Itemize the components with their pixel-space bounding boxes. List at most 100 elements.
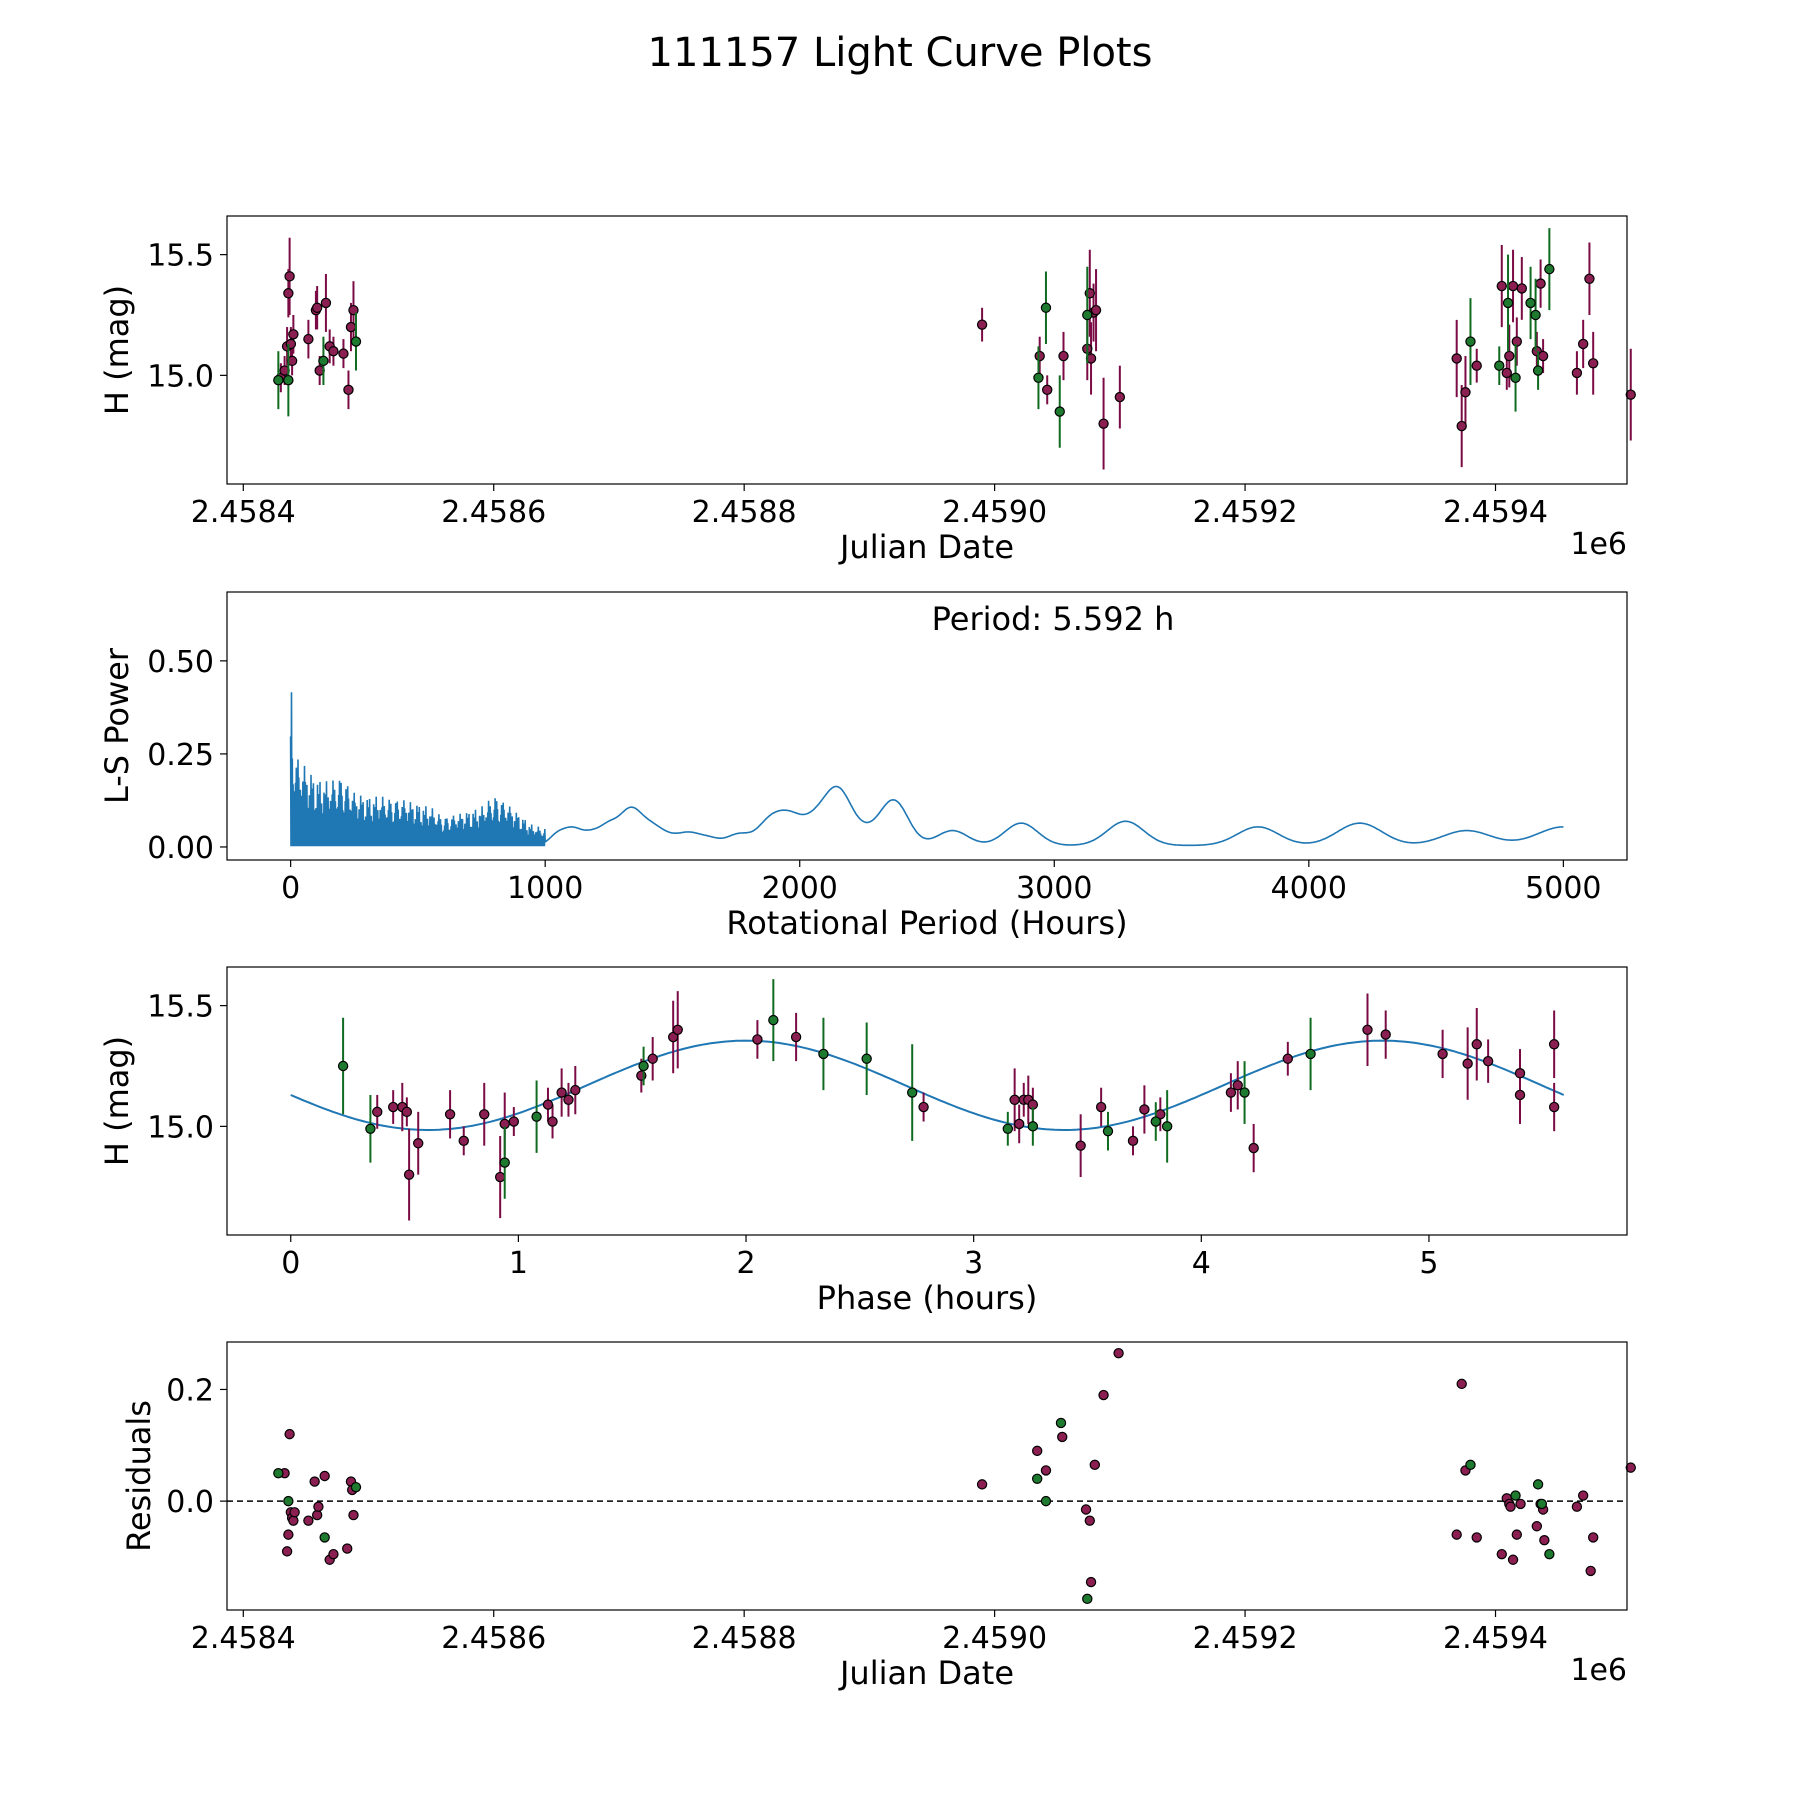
x-tick-label: 5000: [1525, 871, 1601, 906]
periodogram-axes: 0 1000 2000 3000 4000 5000 0.00 0.25 0.50: [147, 645, 1601, 906]
data-point: [1102, 1125, 1114, 1137]
data-point: [1536, 1498, 1548, 1510]
y-tick-label: 0.00: [147, 831, 214, 866]
data-point: [1462, 1058, 1473, 1069]
periodogram-plot-area: [289, 692, 1564, 847]
data-point: [647, 1053, 658, 1064]
data-point: [1502, 297, 1514, 309]
data-point: [1380, 1029, 1391, 1040]
data-point: [1437, 1048, 1448, 1060]
data-point: [499, 1157, 510, 1168]
data-point: [1305, 1048, 1316, 1060]
data-point: [1027, 1121, 1039, 1132]
period-annotation: Period: 5.592 h: [932, 600, 1175, 638]
data-point: [1494, 360, 1505, 371]
y-tick-label: 15.0: [147, 359, 214, 394]
data-point: [1456, 1378, 1467, 1390]
data-point: [288, 1515, 299, 1526]
phase-panel: 0 1 2 3 4 5 15.0 15.5 Phase (hours) H (mag): [98, 966, 1628, 1317]
x-tick-label: 2.4588: [692, 495, 797, 530]
data-point: [1040, 1495, 1052, 1507]
data-point: [1587, 358, 1599, 369]
data-point: [413, 1138, 424, 1149]
phase-xlabel: Phase (hours): [817, 1279, 1038, 1317]
data-point: [1034, 350, 1045, 362]
data-point: [403, 1169, 415, 1180]
data-point: [790, 1031, 802, 1043]
data-point: [1510, 1490, 1521, 1501]
x-tick-label: 2.4584: [191, 495, 296, 530]
data-point: [494, 1171, 506, 1183]
data-point: [1548, 1039, 1560, 1050]
x-tick-label: 2.4590: [942, 1621, 1047, 1656]
x-tick-label: 3: [964, 1246, 983, 1281]
data-point: [1501, 367, 1512, 379]
data-point: [542, 1099, 554, 1110]
data-point: [907, 1087, 918, 1098]
data-point: [1537, 350, 1549, 362]
data-point: [458, 1135, 469, 1147]
x-tick-label: 2.4592: [1193, 1621, 1298, 1656]
data-point: [444, 1109, 456, 1120]
data-point: [1075, 1140, 1086, 1151]
data-point: [1057, 1431, 1068, 1443]
data-point: [1548, 1101, 1560, 1113]
data-point: [976, 319, 988, 330]
data-point: [1127, 1135, 1139, 1147]
x-tick-label: 2.4590: [942, 495, 1047, 530]
x-tick-label: 2.4594: [1443, 1621, 1548, 1656]
data-point: [1535, 278, 1546, 289]
data-point: [667, 1031, 679, 1043]
data-point: [547, 1116, 558, 1127]
data-point: [337, 1060, 349, 1072]
x-tick-label: 1000: [507, 871, 583, 906]
data-point: [1511, 336, 1523, 347]
data-point: [328, 1548, 339, 1560]
data-point: [1451, 353, 1462, 364]
data-point: [1161, 1121, 1173, 1132]
data-point: [1042, 384, 1053, 396]
y-tick-label: 0.25: [147, 738, 214, 773]
x-tick-label: 2.4584: [191, 1621, 296, 1656]
data-point: [1239, 1087, 1250, 1098]
x-tick-label: 2.4588: [692, 1621, 797, 1656]
data-point: [1577, 1490, 1589, 1501]
residuals-panel: 2.4584 2.4586 2.4588 2.4590 2.4592 2.4594 0.0 0…: [120, 1341, 1636, 1692]
x-tick-label: 5: [1419, 1246, 1438, 1281]
data-point: [1507, 280, 1519, 292]
data-point: [1002, 1123, 1014, 1134]
data-point: [1082, 1593, 1093, 1605]
data-point: [1139, 1104, 1150, 1115]
data-point: [1471, 360, 1482, 371]
data-point: [303, 1515, 314, 1526]
data-point: [1496, 280, 1507, 292]
data-point: [338, 348, 349, 359]
data-point: [1150, 1116, 1161, 1127]
data-point: [342, 1543, 353, 1554]
x-tick-label: 2000: [762, 871, 838, 906]
data-point: [303, 333, 314, 345]
light-curve-ylabel: H (mag): [98, 285, 136, 415]
data-point: [328, 346, 339, 357]
data-point: [570, 1084, 581, 1096]
periodogram-panel: 0 1000 2000 3000 4000 5000 0.00 0.25 0.50 Period…: [98, 591, 1628, 942]
data-point: [281, 1546, 293, 1557]
data-point: [1098, 1389, 1109, 1401]
data-point: [1040, 302, 1052, 313]
data-point: [1577, 338, 1589, 350]
data-point: [976, 1479, 988, 1490]
data-point: [1089, 1459, 1100, 1471]
data-point: [1544, 1548, 1555, 1560]
data-point: [1571, 367, 1583, 379]
data-point: [284, 271, 295, 282]
data-point: [311, 1509, 323, 1521]
y-tick-label: 0.2: [166, 1373, 214, 1408]
power-series-line: [289, 692, 1564, 847]
data-point: [508, 1116, 520, 1127]
data-point: [1587, 1532, 1599, 1543]
data-point: [343, 384, 354, 396]
periodogram-frame: [226, 591, 1628, 861]
periodogram-xlabel: Rotational Period (Hours): [726, 904, 1127, 942]
light-curve-x-offset: 1e6: [1570, 527, 1627, 562]
data-point: [283, 1529, 294, 1540]
